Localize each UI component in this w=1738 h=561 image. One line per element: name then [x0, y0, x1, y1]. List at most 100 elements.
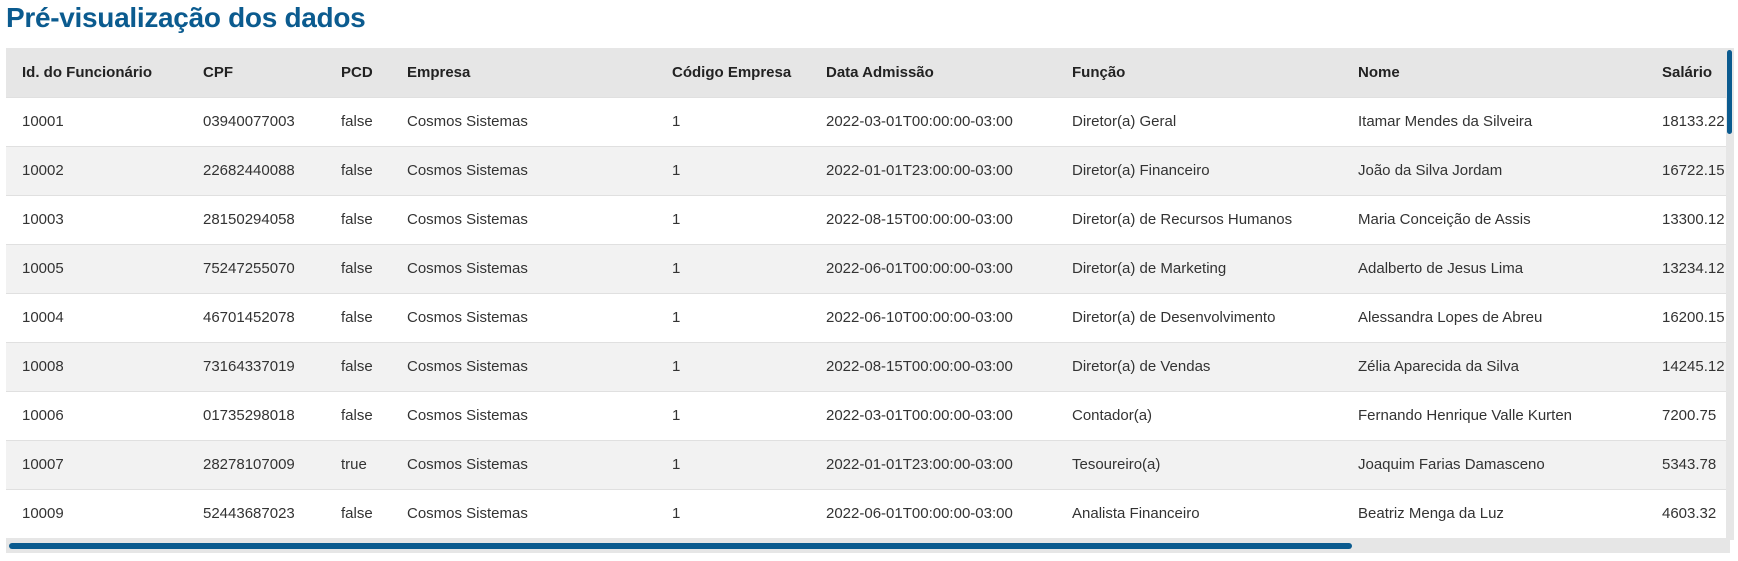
table-cell: 01735298018 [187, 390, 325, 440]
table-cell: 10004 [6, 292, 187, 342]
table-cell: 10006 [6, 390, 187, 440]
column-header: PCD [325, 48, 391, 97]
table-cell: Tesoureiro(a) [1056, 439, 1342, 489]
table-cell: 13300.12 [1646, 194, 1730, 244]
vertical-scrollbar-thumb[interactable] [1727, 50, 1732, 134]
table-cell: 03940077003 [187, 96, 325, 146]
table-cell: false [325, 194, 391, 244]
table-row: 10002 22682440088 false Cosmos Sistemas 1 202… [6, 145, 1730, 195]
table-cell: 1 [656, 488, 810, 538]
table-cell: Zélia Aparecida da Silva [1342, 341, 1646, 391]
table-cell: Diretor(a) Geral [1056, 96, 1342, 146]
horizontal-scrollbar[interactable] [6, 540, 1722, 550]
table-cell: Analista Financeiro [1056, 488, 1342, 538]
table-row: 10008 73164337019 false Cosmos Sistemas 1 202… [6, 341, 1730, 391]
table-cell: false [325, 292, 391, 342]
table-cell: Beatriz Menga da Luz [1342, 488, 1646, 538]
table-cell: 22682440088 [187, 145, 325, 195]
table-cell: 73164337019 [187, 341, 325, 391]
table-cell: 2022-06-01T00:00:00-03:00 [810, 243, 1056, 293]
table-row: 10005 75247255070 false Cosmos Sistemas 1 202… [6, 243, 1730, 293]
table-cell: 28278107009 [187, 439, 325, 489]
table-cell: Maria Conceição de Assis [1342, 194, 1646, 244]
table-cell: 1 [656, 439, 810, 489]
table-cell: Diretor(a) de Marketing [1056, 243, 1342, 293]
table-cell: 1 [656, 341, 810, 391]
table-cell: Diretor(a) de Vendas [1056, 341, 1342, 391]
table-cell: Alessandra Lopes de Abreu [1342, 292, 1646, 342]
table-cell: 2022-03-01T00:00:00-03:00 [810, 390, 1056, 440]
table-cell: Cosmos Sistemas [391, 243, 656, 293]
table-cell: 1 [656, 292, 810, 342]
table-cell: 1 [656, 390, 810, 440]
table-cell: Diretor(a) de Recursos Humanos [1056, 194, 1342, 244]
table-cell: 10008 [6, 341, 187, 391]
table-row: 10001 03940077003 false Cosmos Sistemas 1 202… [6, 96, 1730, 146]
table-cell: Cosmos Sistemas [391, 145, 656, 195]
table-cell: 2022-01-01T23:00:00-03:00 [810, 439, 1056, 489]
table-cell: Cosmos Sistemas [391, 488, 656, 538]
table-cell: 10003 [6, 194, 187, 244]
table-cell: Cosmos Sistemas [391, 390, 656, 440]
table-cell: João da Silva Jordam [1342, 145, 1646, 195]
table-cell: false [325, 390, 391, 440]
table-cell: 5343.78 [1646, 439, 1730, 489]
table-cell: 52443687023 [187, 488, 325, 538]
table-cell: true [325, 439, 391, 489]
table-cell: 2022-06-01T00:00:00-03:00 [810, 488, 1056, 538]
table-cell: Itamar Mendes da Silveira [1342, 96, 1646, 146]
table-cell: false [325, 243, 391, 293]
table-cell: 75247255070 [187, 243, 325, 293]
table-cell: Diretor(a) de Desenvolvimento [1056, 292, 1342, 342]
table-cell: 10009 [6, 488, 187, 538]
table-cell: Contador(a) [1056, 390, 1342, 440]
table-row: 10009 52443687023 false Cosmos Sistemas 1 202… [6, 488, 1730, 538]
vertical-scrollbar[interactable] [1726, 48, 1734, 540]
table-cell: 4603.32 [1646, 488, 1730, 538]
table-cell: 46701452078 [187, 292, 325, 342]
page-title: Pré-visualização dos dados [6, 2, 366, 33]
table-cell: 2022-01-01T23:00:00-03:00 [810, 145, 1056, 195]
table-cell: Adalberto de Jesus Lima [1342, 243, 1646, 293]
table-cell: 13234.12 [1646, 243, 1730, 293]
table-cell: 1 [656, 96, 810, 146]
column-header: Função [1056, 48, 1342, 97]
table-cell: Cosmos Sistemas [391, 292, 656, 342]
horizontal-scrollbar-thumb[interactable] [9, 543, 1352, 549]
table-cell: Cosmos Sistemas [391, 341, 656, 391]
table-cell: Cosmos Sistemas [391, 96, 656, 146]
table-cell: 10001 [6, 96, 187, 146]
table-cell: 2022-08-15T00:00:00-03:00 [810, 341, 1056, 391]
table-cell: 10002 [6, 145, 187, 195]
column-header: Código Empresa [656, 48, 810, 97]
table-cell: 14245.12 [1646, 341, 1730, 391]
column-header: Nome [1342, 48, 1646, 97]
table-cell: 1 [656, 194, 810, 244]
table-cell: 10007 [6, 439, 187, 489]
table-cell: 16200.15 [1646, 292, 1730, 342]
table-row: 10006 01735298018 false Cosmos Sistemas 1 202… [6, 390, 1730, 440]
table-row: 10007 28278107009 true Cosmos Sistemas 1 2022… [6, 439, 1730, 489]
table-cell: false [325, 96, 391, 146]
table-cell: 2022-06-10T00:00:00-03:00 [810, 292, 1056, 342]
table-row: 10004 46701452078 false Cosmos Sistemas 1 202… [6, 292, 1730, 342]
table-cell: 1 [656, 243, 810, 293]
table-cell: false [325, 488, 391, 538]
column-header: Data Admissão [810, 48, 1056, 97]
data-preview-table-container[interactable]: Id. do Funcionário CPF PCD Empresa Código Em… [6, 48, 1730, 553]
table-cell: false [325, 145, 391, 195]
data-preview-table: Id. do Funcionário CPF PCD Empresa Código Em… [6, 48, 1730, 538]
table-cell: 7200.75 [1646, 390, 1730, 440]
table-cell: 2022-03-01T00:00:00-03:00 [810, 96, 1056, 146]
table-row: 10003 28150294058 false Cosmos Sistemas 1 202… [6, 194, 1730, 244]
table-header-row: Id. do Funcionário CPF PCD Empresa Código Em… [6, 48, 1730, 97]
column-header: Empresa [391, 48, 656, 97]
table-cell: 28150294058 [187, 194, 325, 244]
table-cell: false [325, 341, 391, 391]
table-cell: 16722.15 [1646, 145, 1730, 195]
table-cell: 1 [656, 145, 810, 195]
table-cell: 18133.22 [1646, 96, 1730, 146]
table-cell: Joaquim Farias Damasceno [1342, 439, 1646, 489]
column-header: Salário [1646, 48, 1730, 97]
table-cell: Diretor(a) Financeiro [1056, 145, 1342, 195]
